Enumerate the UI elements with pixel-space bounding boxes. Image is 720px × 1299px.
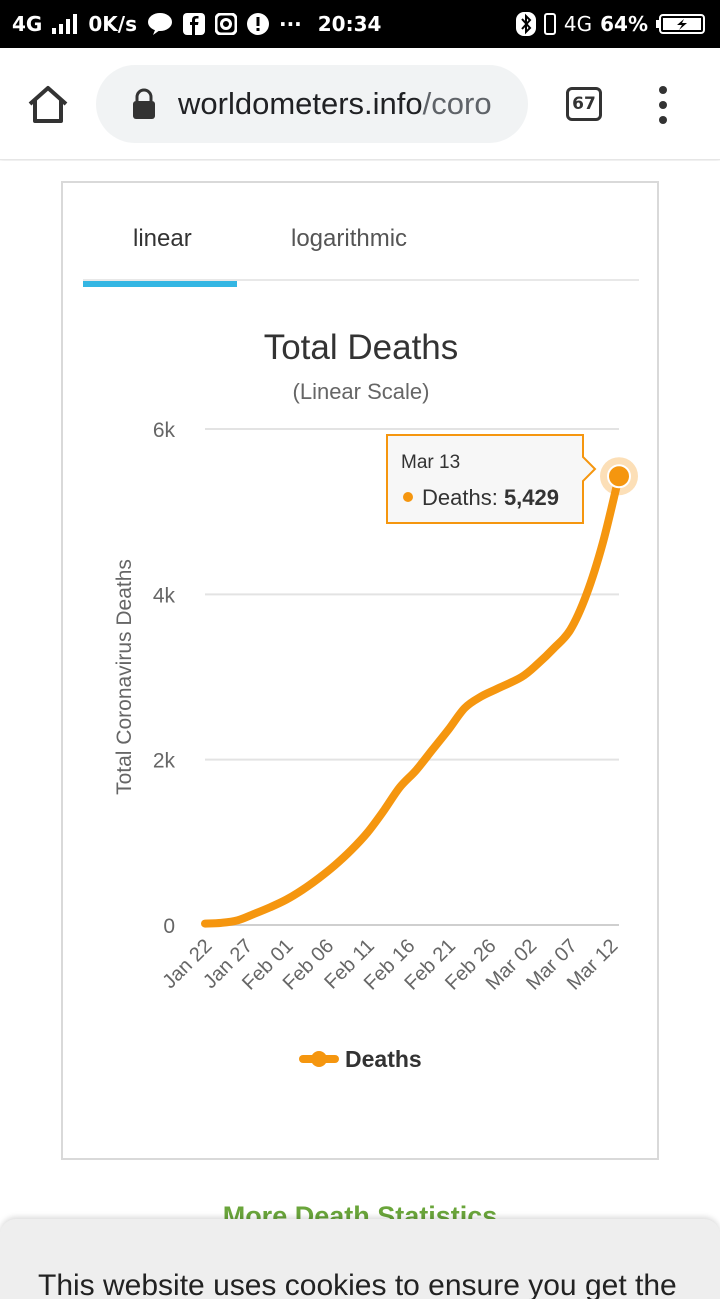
tooltip-label: Deaths: 5,429 bbox=[422, 485, 559, 510]
vibrate-icon bbox=[543, 13, 556, 35]
legend-label[interactable]: Deaths bbox=[345, 1046, 422, 1072]
lock-icon bbox=[133, 88, 155, 119]
network-indicator: 4G bbox=[12, 12, 43, 36]
tooltip-value: 5,429 bbox=[504, 485, 559, 510]
menu-dot bbox=[659, 101, 667, 109]
instagram-icon bbox=[214, 13, 237, 35]
chart-card: linear logarithmic Total Deaths (Linear … bbox=[61, 181, 659, 1160]
series-line-deaths[interactable] bbox=[201, 472, 623, 928]
clock: 20:34 bbox=[317, 12, 382, 36]
deaths-chart: Total Deaths (Linear Scale) Total Corona… bbox=[113, 328, 638, 1072]
chart-subtitle: (Linear Scale) bbox=[293, 379, 430, 404]
tab-divider bbox=[83, 279, 639, 281]
series-layer bbox=[201, 457, 638, 928]
menu-dot bbox=[659, 116, 667, 124]
y-tick-label: 4k bbox=[153, 584, 176, 607]
y-tick-label: 2k bbox=[153, 750, 176, 773]
signal-icon bbox=[52, 14, 78, 34]
bluetooth-icon bbox=[515, 12, 536, 36]
y-axis-label: Total Coronavirus Deaths bbox=[113, 559, 136, 795]
tooltip: Mar 13 Deaths: 5,429 bbox=[386, 434, 597, 524]
cookie-consent-banner: This website uses cookies to ensure you … bbox=[0, 1219, 720, 1299]
battery-icon bbox=[656, 13, 706, 35]
network-indicator-right: 4G bbox=[563, 12, 593, 36]
url-text[interactable]: worldometers.info/coro bbox=[178, 86, 506, 122]
overflow-menu-button[interactable] bbox=[656, 86, 670, 124]
grid-layer: 0 2k 4k 6k bbox=[153, 419, 619, 938]
facebook-icon bbox=[182, 13, 205, 35]
home-icon bbox=[28, 86, 68, 123]
chart-legend[interactable]: Deaths bbox=[299, 1046, 422, 1072]
more-notifications: ··· bbox=[278, 12, 302, 36]
y-tick-label: 6k bbox=[153, 419, 176, 442]
alert-icon bbox=[246, 13, 269, 35]
menu-dot bbox=[659, 86, 667, 94]
tooltip-box bbox=[386, 434, 597, 524]
tooltip-date: Mar 13 bbox=[401, 452, 460, 473]
data-speed: 0K/s bbox=[88, 12, 137, 36]
cookie-consent-text: This website uses cookies to ensure you … bbox=[38, 1269, 677, 1299]
status-bar: 4G 0K/s ··· 20:34 4G 64% bbox=[0, 0, 720, 48]
data-point-mar-13[interactable] bbox=[607, 464, 631, 489]
page-content: linear logarithmic Total Deaths (Linear … bbox=[0, 161, 720, 1299]
url-domain: worldometers.info bbox=[178, 86, 423, 121]
battery-level: 64% bbox=[600, 12, 648, 36]
chart-title: Total Deaths bbox=[264, 328, 459, 367]
home-button[interactable] bbox=[26, 84, 70, 124]
tab-switcher-button[interactable]: 67 bbox=[566, 87, 602, 121]
y-tick-label: 0 bbox=[163, 915, 175, 938]
tab-logarithmic[interactable]: logarithmic bbox=[291, 225, 408, 252]
url-bar[interactable]: worldometers.info/coro bbox=[96, 65, 528, 143]
tab-linear[interactable]: linear bbox=[133, 225, 192, 252]
tooltip-series-marker bbox=[403, 492, 413, 502]
url-path: /coro bbox=[422, 86, 492, 121]
browser-toolbar: worldometers.info/coro 67 bbox=[0, 48, 720, 160]
line-app-icon bbox=[147, 12, 173, 36]
active-tab-indicator bbox=[83, 281, 237, 287]
legend-marker bbox=[311, 1051, 327, 1067]
